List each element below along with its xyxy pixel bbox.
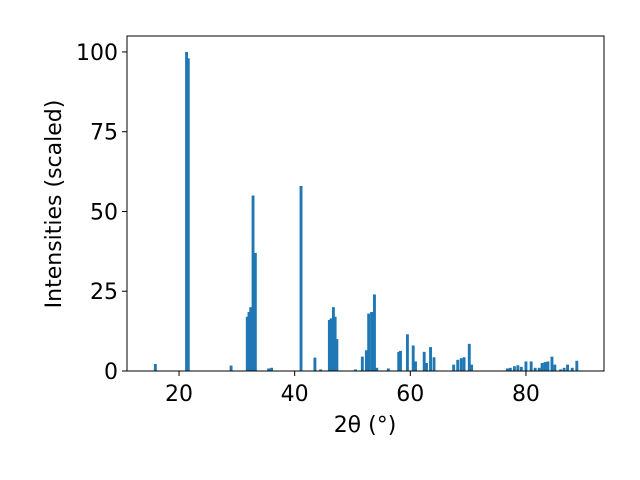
y-tick-label: 25	[90, 280, 118, 305]
bar	[333, 316, 337, 371]
bar	[370, 311, 374, 371]
bar	[456, 359, 460, 371]
bar	[253, 252, 257, 371]
bar	[405, 334, 409, 371]
bar	[327, 319, 331, 371]
bar	[425, 363, 428, 371]
bar	[319, 369, 323, 371]
bar	[185, 51, 188, 371]
bar	[432, 357, 436, 371]
bar	[546, 361, 550, 371]
y-tick-label: 75	[90, 121, 118, 146]
x-tick-label: 20	[165, 382, 193, 407]
bar	[373, 294, 376, 371]
bar	[543, 362, 547, 371]
y-tick-label: 100	[76, 41, 118, 66]
bar	[550, 356, 554, 371]
bar	[570, 367, 574, 371]
bar	[414, 361, 417, 371]
x-tick-label: 40	[281, 382, 309, 407]
bar	[452, 364, 456, 371]
bar	[367, 313, 371, 371]
bar	[386, 368, 390, 371]
bar	[462, 357, 466, 371]
bar	[249, 307, 253, 371]
bar	[566, 364, 570, 371]
bar	[299, 185, 303, 371]
bar	[186, 58, 190, 371]
bar	[375, 367, 379, 371]
bar	[422, 351, 426, 371]
bar	[397, 351, 401, 371]
bar	[270, 367, 273, 371]
bar	[364, 350, 368, 371]
bar	[562, 367, 566, 371]
bar	[516, 365, 520, 371]
y-tick-label: 0	[104, 360, 118, 385]
bar	[470, 364, 474, 371]
bar	[533, 367, 537, 371]
bar	[512, 366, 516, 371]
bar	[153, 363, 157, 371]
y-tick-label: 50	[90, 200, 118, 225]
bar	[429, 347, 432, 371]
bar	[529, 361, 533, 371]
bar	[540, 363, 544, 371]
bar	[519, 366, 523, 371]
bar	[313, 357, 317, 371]
bar	[399, 350, 402, 371]
bar	[459, 358, 463, 371]
x-tick-label: 60	[396, 382, 424, 407]
bar	[251, 195, 255, 371]
plot-frame	[126, 35, 605, 372]
bar	[505, 368, 509, 371]
bar	[245, 316, 249, 371]
bar	[575, 360, 579, 371]
bar	[331, 307, 335, 371]
bar	[360, 356, 364, 371]
bar	[267, 368, 271, 371]
x-axis-label: 2θ (°)	[334, 413, 397, 438]
bar	[559, 369, 563, 371]
bar	[353, 369, 357, 371]
bar	[524, 361, 528, 371]
bar	[411, 345, 415, 371]
bar	[329, 318, 333, 371]
bar	[508, 367, 512, 371]
bar	[537, 367, 541, 371]
bar	[247, 311, 251, 371]
bar	[467, 343, 471, 371]
x-tick-label: 80	[512, 382, 540, 407]
bar	[553, 364, 557, 371]
bar	[335, 339, 339, 371]
y-axis-label: Intensities (scaled)	[42, 100, 67, 309]
bar	[229, 365, 233, 371]
